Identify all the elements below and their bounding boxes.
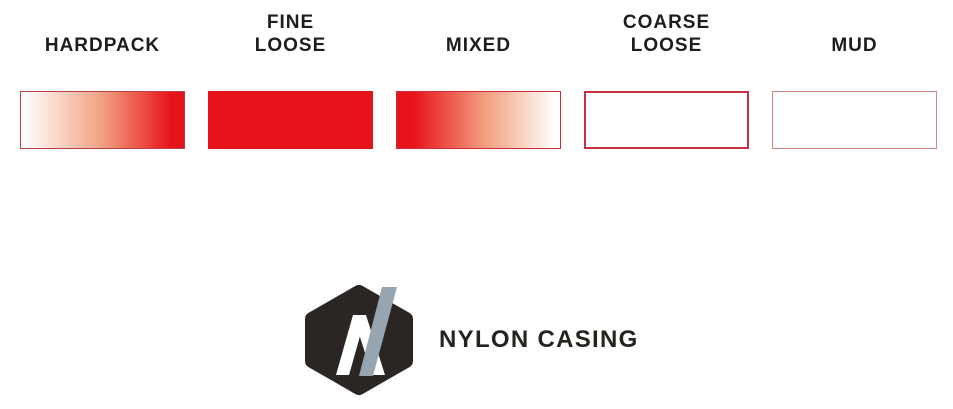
terrain-col-mixed: MIXED <box>396 0 561 149</box>
terrain-bar-mixed <box>396 91 561 149</box>
terrain-col-fine-loose: FINE LOOSE <box>208 0 373 149</box>
hexagon-shape <box>305 285 413 395</box>
terrain-label-mixed: MIXED <box>445 35 512 56</box>
n-slash-stroke <box>359 287 397 376</box>
casing-name: NYLON CASING <box>439 326 639 353</box>
terrain-col-coarse-loose: COARSE LOOSE <box>584 0 749 149</box>
terrain-label-coarse-loose: COARSE LOOSE <box>622 12 711 56</box>
terrain-label-mud: MUD <box>831 35 878 56</box>
terrain-label-hardpack: HARDPACK <box>44 35 161 56</box>
terrain-chart: HARDPACK FINE LOOSE MIXED COARSE LOOSE M… <box>20 0 937 149</box>
casing-logo-row: NYLON CASING <box>303 281 639 399</box>
terrain-bar-coarse-loose <box>584 91 749 149</box>
nylon-casing-logo-icon <box>305 285 413 395</box>
terrain-col-hardpack: HARDPACK <box>20 0 185 149</box>
terrain-bar-hardpack <box>20 91 185 149</box>
terrain-bar-mud <box>772 91 937 149</box>
terrain-bar-fine-loose <box>208 91 373 149</box>
terrain-col-mud: MUD <box>772 0 937 149</box>
terrain-label-fine-loose: FINE LOOSE <box>254 12 327 56</box>
